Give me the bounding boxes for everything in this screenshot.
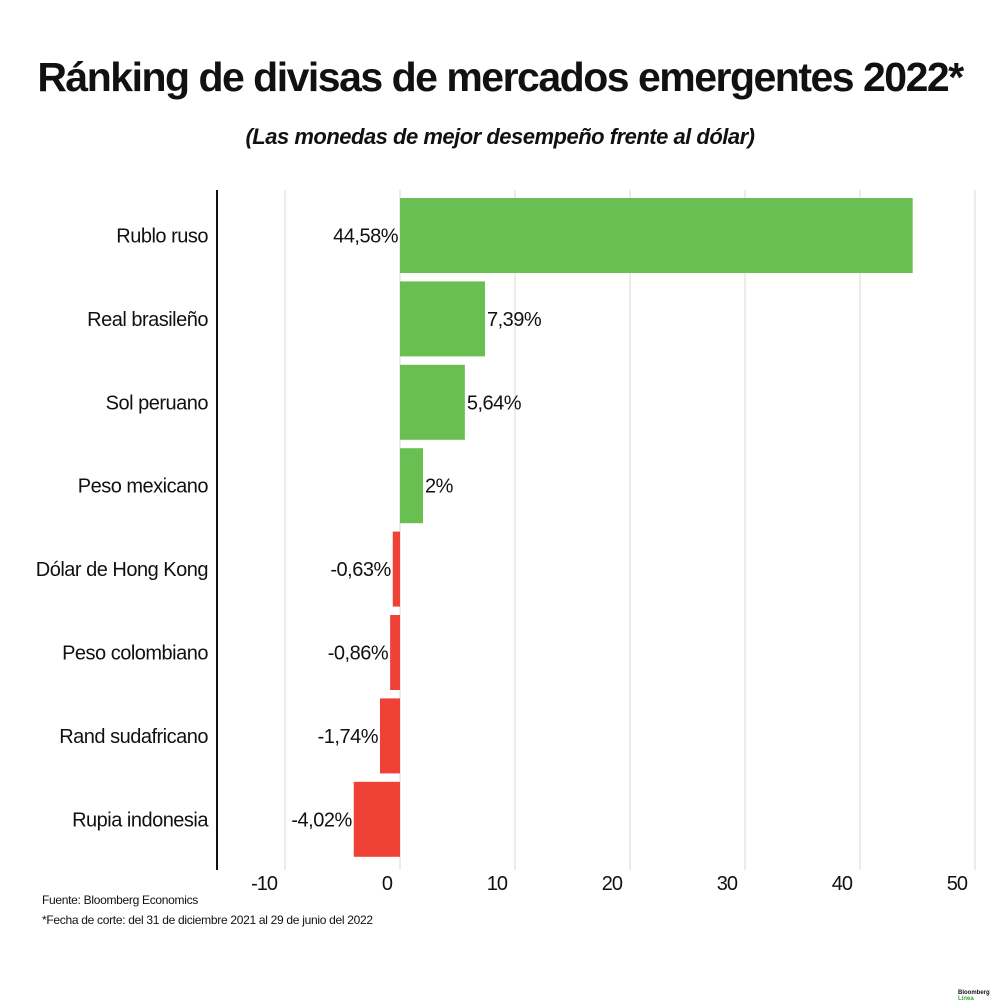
logo-line1: Bloomberg — [958, 990, 990, 996]
x-tick-label: 40 — [832, 873, 853, 895]
bar — [379, 698, 400, 774]
x-tick-label: -10 — [251, 873, 278, 895]
category-label: Rand sudafricano — [59, 726, 208, 748]
chart-subtitle: (Las monedas de mejor desempeño frente a… — [245, 124, 755, 149]
category-label: Rublo ruso — [116, 226, 208, 248]
source-note: Fuente: Bloomberg Economics — [42, 893, 198, 907]
data-label: -1,74% — [318, 726, 379, 748]
bar — [400, 364, 465, 440]
bar — [400, 448, 423, 524]
category-label: Rupia indonesia — [72, 809, 209, 831]
category-label: Sol peruano — [106, 392, 209, 414]
chart-title: Ránking de divisas de mercados emergente… — [37, 54, 964, 100]
data-label: 7,39% — [487, 309, 542, 331]
data-label: -0,63% — [330, 559, 391, 581]
x-tick-label: 10 — [487, 873, 508, 895]
category-label: Real brasileño — [87, 309, 208, 331]
logo-line2: Línea — [958, 996, 974, 1002]
bar — [353, 781, 400, 857]
data-label: -4,02% — [291, 809, 352, 831]
category-label: Dólar de Hong Kong — [36, 559, 208, 581]
x-tick-label: 20 — [602, 873, 623, 895]
bar — [390, 615, 400, 690]
x-tick-label: 30 — [717, 873, 738, 895]
bloomberg-linea-logo: Bloomberg Línea — [958, 990, 990, 1002]
data-label: 2% — [425, 476, 454, 498]
bar — [400, 198, 913, 273]
x-tick-label: 0 — [382, 873, 393, 895]
x-tick-label: 50 — [947, 873, 968, 895]
category-label: Peso colombiano — [62, 643, 208, 665]
data-label: 44,58% — [333, 226, 399, 248]
data-label: -0,86% — [328, 643, 389, 665]
date-note: *Fecha de corte: del 31 de diciembre 202… — [42, 913, 373, 927]
category-label: Peso mexicano — [78, 476, 209, 498]
data-label: 5,64% — [467, 392, 522, 414]
bar — [400, 281, 485, 357]
bar — [392, 531, 400, 607]
